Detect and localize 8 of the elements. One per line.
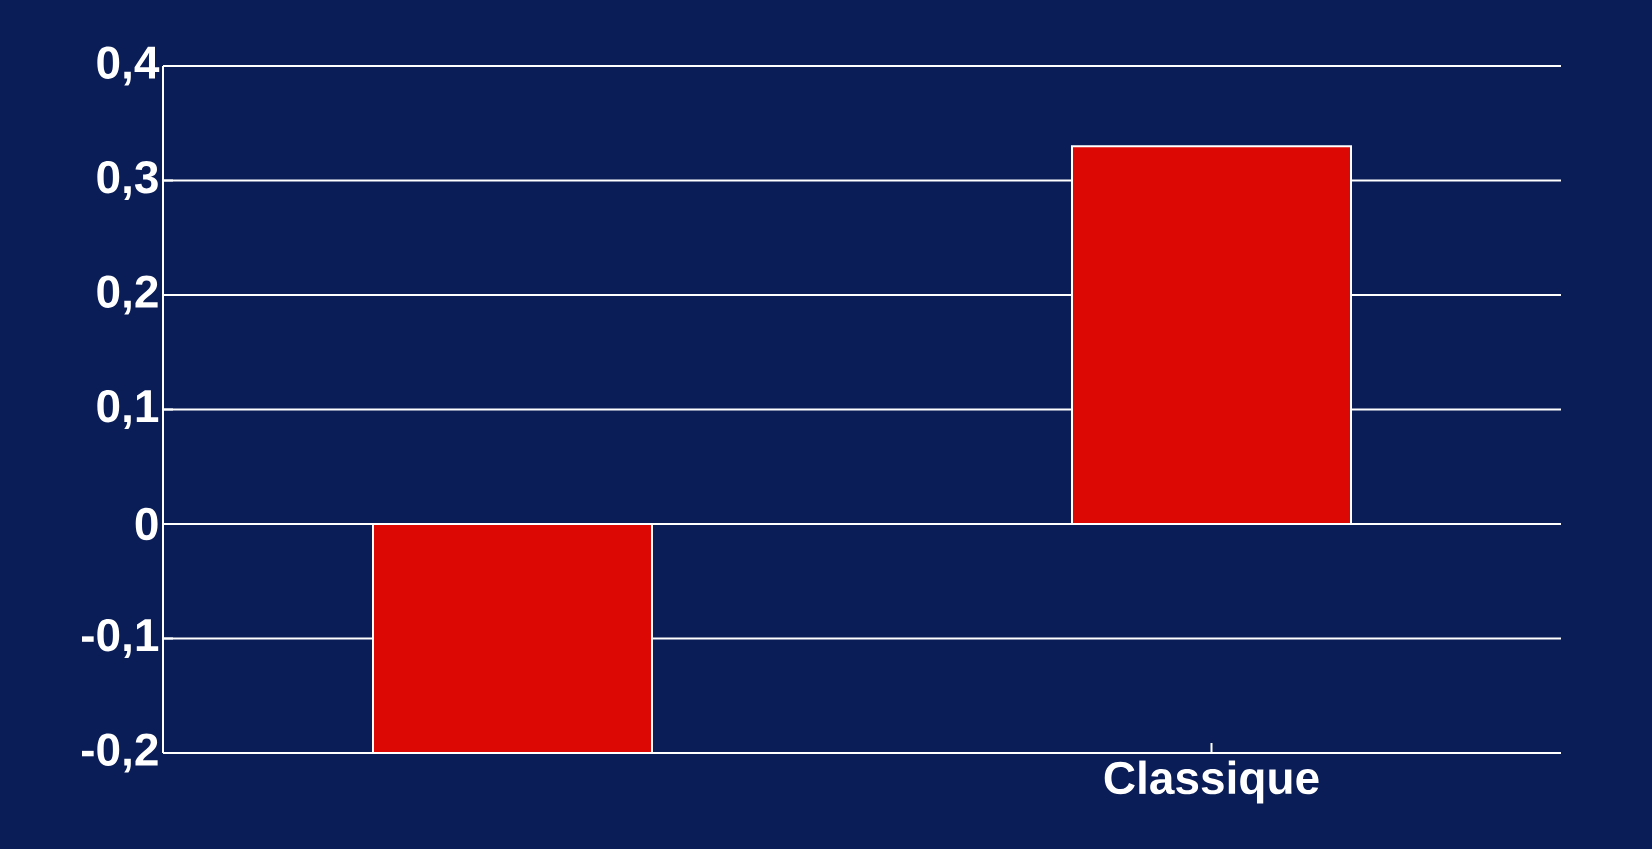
x-tick-label: Classique: [1104, 760, 1319, 804]
y-tick-label: 0,1: [97, 389, 159, 430]
y-tick-label: 0,2: [97, 275, 158, 315]
y-tick-label: 0: [135, 507, 158, 541]
y-tick-label: 0,4: [97, 46, 160, 86]
y-tick-label: -0,1: [82, 618, 159, 659]
y-tick-label: -0,2: [82, 733, 158, 773]
y-tick-label: 0,3: [97, 160, 158, 201]
